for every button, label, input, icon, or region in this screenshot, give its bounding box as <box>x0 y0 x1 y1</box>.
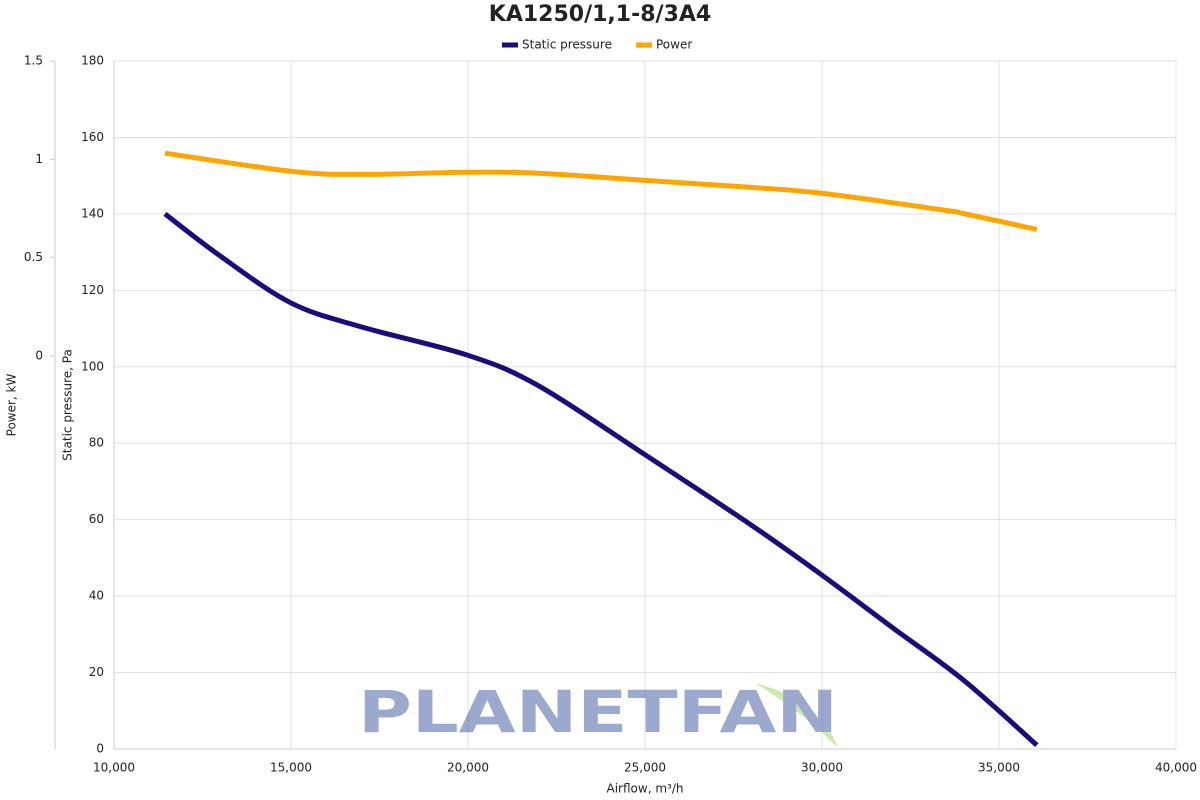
x-tick-label: 25,000 <box>624 761 666 775</box>
x-axis-label: Airflow, m³/h <box>607 782 684 796</box>
y-tick-label: 20 <box>89 665 104 679</box>
legend-label: Power <box>656 38 692 52</box>
line <box>164 150 1038 232</box>
x-tick-label: 15,000 <box>270 761 312 775</box>
y-tick-label: 100 <box>81 359 104 373</box>
x-tick-label: 40,000 <box>1155 761 1197 775</box>
legend-label: Static pressure <box>522 38 612 52</box>
x-tick-label: 10,000 <box>93 761 135 775</box>
y-tick-label: 80 <box>89 436 104 450</box>
watermark: PLANETFAN <box>358 678 838 748</box>
y2-tick-label: 1.5 <box>24 54 43 68</box>
y2-tick-label: 1 <box>35 152 43 166</box>
y2-tick-label: 0 <box>35 348 43 362</box>
x-tick-label: 35,000 <box>978 761 1020 775</box>
y-tick-label: 0 <box>96 742 104 756</box>
y2-axis-label: Power, kW <box>5 374 19 437</box>
y-tick-label: 40 <box>89 589 104 603</box>
x-tick-label: 30,000 <box>801 761 843 775</box>
y2-tick-label: 0.5 <box>24 250 43 264</box>
y-tick-label: 120 <box>81 283 104 297</box>
x-tick-label: 20,000 <box>447 761 489 775</box>
y-tick-label: 60 <box>89 512 104 526</box>
y-tick-label: 140 <box>81 206 104 220</box>
chart-title: KA1250/1,1-8/3A4 <box>489 2 711 27</box>
y-tick-label: 160 <box>81 130 104 144</box>
y-axis-label: Static pressure, Pa <box>61 349 75 461</box>
watermark-text: PLANETFAN <box>358 678 838 746</box>
line <box>163 211 1039 748</box>
y-tick-label: 180 <box>81 54 104 68</box>
